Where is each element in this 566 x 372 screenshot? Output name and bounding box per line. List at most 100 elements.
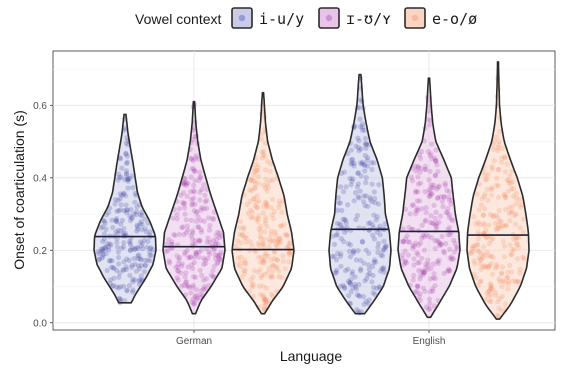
data-point (252, 169, 258, 175)
data-point (441, 194, 447, 200)
data-point (276, 236, 282, 242)
data-point (480, 254, 486, 260)
data-point (134, 244, 140, 250)
data-point (206, 249, 212, 255)
data-point (119, 192, 125, 198)
data-point (436, 183, 442, 189)
data-point (131, 211, 137, 217)
data-point (235, 255, 241, 261)
data-point (360, 294, 367, 300)
data-point (509, 203, 516, 209)
data-point (362, 152, 368, 159)
data-point (410, 202, 416, 208)
data-point (189, 236, 195, 242)
y-axis: 0.0 0.2 0.4 0.6 (33, 101, 53, 329)
data-point (260, 292, 266, 299)
data-point (356, 293, 362, 299)
data-point (414, 250, 420, 256)
data-point (431, 202, 437, 208)
data-point (148, 245, 154, 251)
data-point (260, 259, 266, 265)
violins (93, 61, 530, 320)
data-point (377, 232, 383, 238)
data-point (110, 283, 116, 289)
data-point (192, 201, 198, 207)
data-point (185, 255, 191, 261)
data-point (505, 278, 512, 284)
data-point (147, 246, 153, 252)
data-point (429, 141, 435, 147)
data-point (142, 226, 148, 232)
data-point (405, 252, 411, 258)
data-point (202, 192, 208, 198)
data-point (359, 239, 366, 245)
data-point (114, 284, 120, 290)
legend-label: e-o/ø (432, 10, 477, 28)
data-point (127, 247, 133, 253)
data-point (124, 207, 130, 213)
data-point (485, 197, 491, 203)
data-point (486, 263, 492, 269)
data-point (196, 249, 202, 255)
data-point (514, 241, 520, 247)
data-point (215, 229, 221, 235)
data-point (358, 124, 364, 130)
data-point (359, 159, 366, 165)
data-point (282, 231, 288, 237)
data-point (485, 265, 491, 271)
data-point (164, 241, 170, 247)
data-point (100, 238, 106, 244)
data-point (341, 239, 347, 245)
data-point (101, 218, 107, 224)
data-point (348, 277, 354, 283)
data-point (193, 249, 199, 255)
data-point (353, 286, 359, 292)
data-point (519, 201, 525, 207)
data-point (183, 278, 189, 285)
data-point (478, 266, 484, 272)
data-point (425, 261, 431, 267)
data-point (135, 226, 141, 232)
data-point (504, 177, 510, 183)
data-point (470, 245, 476, 252)
data-point (490, 146, 497, 152)
data-point (184, 247, 190, 253)
data-point (485, 186, 491, 192)
data-point (267, 274, 273, 280)
data-point (410, 277, 416, 283)
data-point (170, 215, 176, 221)
data-point (142, 257, 148, 263)
data-point (375, 240, 382, 246)
data-point (421, 234, 427, 240)
data-point (358, 146, 364, 152)
data-point (356, 148, 362, 154)
data-point (509, 269, 515, 275)
data-point (514, 242, 521, 248)
data-point (269, 196, 276, 203)
data-point (253, 180, 259, 186)
data-point (260, 210, 266, 216)
data-point (348, 182, 354, 188)
data-point (418, 166, 424, 172)
data-point (432, 215, 438, 222)
data-point (441, 270, 447, 276)
data-point (413, 189, 419, 195)
data-point (357, 293, 363, 299)
violin-outline (466, 61, 530, 320)
data-point (109, 264, 115, 270)
data-point (494, 225, 500, 231)
data-point (132, 261, 138, 267)
data-point (189, 202, 195, 208)
data-point (358, 268, 364, 274)
data-point (123, 202, 129, 208)
data-point (192, 168, 198, 174)
data-point (198, 229, 204, 235)
data-point (499, 270, 505, 276)
data-point (335, 195, 341, 201)
data-point (421, 247, 427, 253)
data-point (189, 166, 195, 172)
data-point (147, 249, 153, 255)
data-point (513, 221, 519, 227)
data-point (141, 237, 148, 243)
data-point (104, 241, 110, 247)
